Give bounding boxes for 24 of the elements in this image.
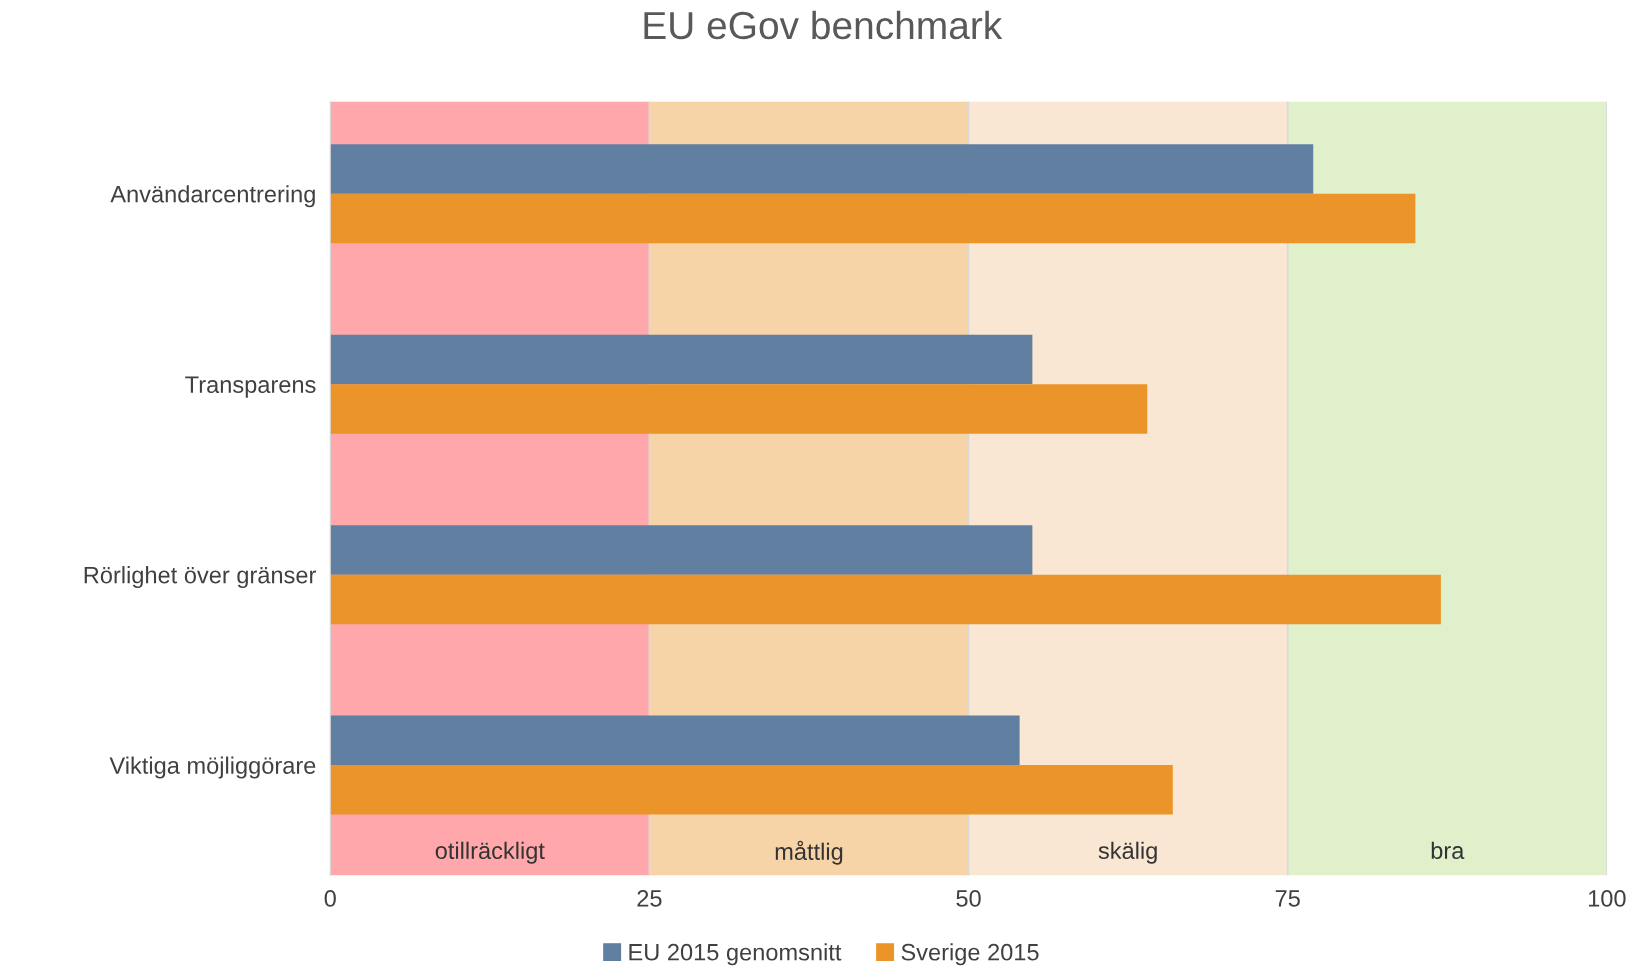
legend-label: Sverige 2015 (901, 943, 1039, 966)
bar (330, 384, 1148, 434)
legend-label: EU 2015 genomsnitt (629, 943, 842, 966)
bar (330, 715, 1020, 766)
band-label: bra (1431, 841, 1465, 860)
y-tick-label: Transparens (185, 376, 316, 398)
band-label: skälig (1098, 841, 1157, 864)
bar (330, 525, 1033, 575)
bar (330, 193, 1416, 244)
x-tick-label: 25 (637, 890, 662, 907)
y-tick-label: Viktiga möjliggörare (109, 756, 316, 779)
x-tick-label: 100 (1588, 890, 1626, 907)
x-tick-label: 75 (1275, 890, 1300, 907)
band-label: måttlig (775, 840, 843, 865)
y-tick-label: Rörlighet över gränser (84, 566, 316, 589)
bar (330, 765, 1173, 815)
chart-title: EU eGov benchmark (644, 10, 1003, 40)
x-tick-label: 0 (324, 890, 336, 907)
y-tick-label: Användarcentrering (110, 185, 315, 208)
x-tick-label: 50 (956, 890, 981, 907)
bar (330, 144, 1314, 194)
bar (330, 574, 1441, 625)
band-label: otillräckligt (435, 841, 545, 864)
bar (330, 334, 1033, 385)
